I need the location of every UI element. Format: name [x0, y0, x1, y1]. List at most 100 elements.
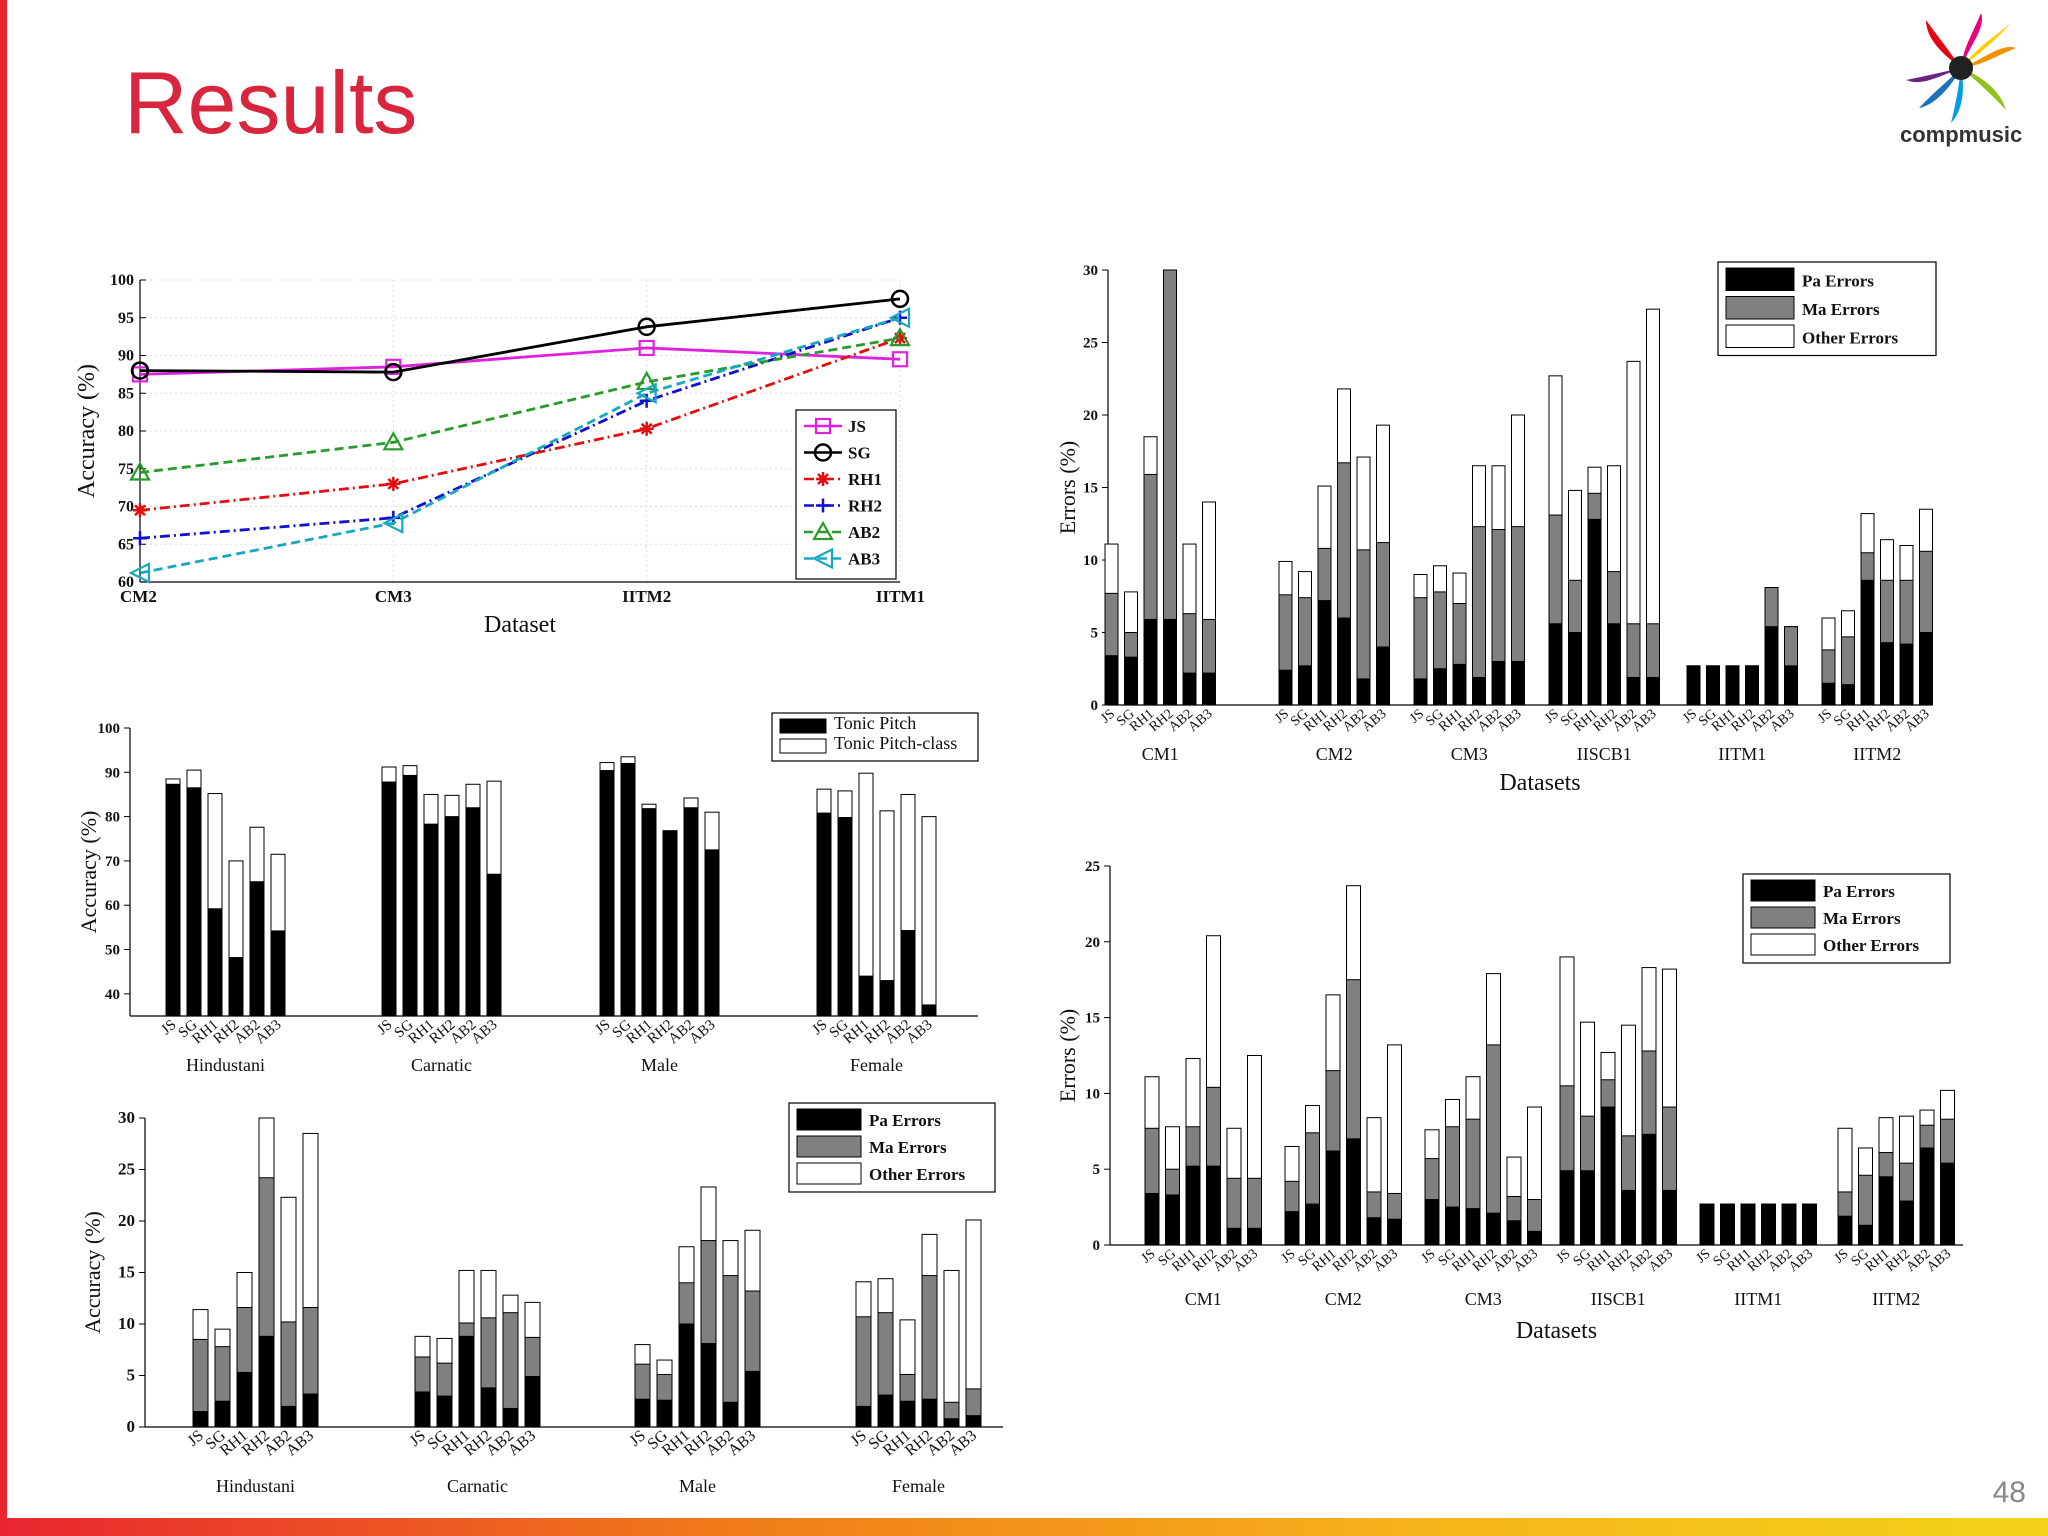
y-tick-label: 80 — [118, 423, 134, 440]
bar-tonic-pitch — [165, 783, 181, 1017]
bar-tonic-pitch — [207, 908, 223, 1017]
y-tick-label: 75 — [118, 461, 134, 478]
y-tick-label: 25 — [1083, 336, 1098, 352]
series-line-ab2 — [139, 336, 901, 474]
bar-pa-errors — [1376, 646, 1390, 706]
bar-pa-errors — [1740, 1203, 1756, 1246]
group-label: IITM1 — [1718, 744, 1766, 764]
bar-tonic-pitch — [270, 930, 286, 1017]
y-tick-label: 60 — [118, 574, 134, 591]
compmusic-logo — [1906, 13, 2016, 123]
legend-label: Other Errors — [1823, 936, 1920, 955]
bar-label: AB3 — [1511, 1247, 1541, 1275]
bar-tonic-pitch — [683, 807, 699, 1017]
legend-swatch — [796, 1108, 862, 1131]
bar-pa-errors — [1506, 1220, 1522, 1246]
bar-tonic-pitch — [249, 881, 265, 1017]
bar-pa-errors — [1860, 579, 1875, 706]
group-label: Female — [850, 1055, 903, 1075]
bar-pa-errors — [1725, 665, 1740, 706]
bar-pa-errors — [1548, 623, 1563, 706]
group-label: CM2 — [1325, 1289, 1362, 1309]
bar-pa-errors — [1720, 1203, 1735, 1246]
bar-tonic-pitch — [704, 849, 720, 1017]
bar-tonic-pitch — [858, 975, 874, 1017]
bar-label: AB3 — [1903, 707, 1933, 735]
bar-pa-errors — [1486, 1212, 1501, 1246]
bar-tonic-pitch — [900, 929, 916, 1017]
bar-pa-errors — [1559, 1170, 1575, 1246]
bar-pa-errors — [1144, 1192, 1160, 1246]
legend-box — [795, 409, 897, 580]
bar-tonic-pitch — [486, 873, 502, 1017]
bar-pa-errors — [1165, 1194, 1180, 1246]
data-point-ab2 — [382, 431, 405, 451]
bar-label: AB3 — [253, 1017, 285, 1047]
bottom-color-band — [0, 1518, 2048, 1536]
y-tick-label: 5 — [127, 1366, 136, 1385]
bar-pa-errors — [1899, 643, 1914, 706]
y-tick-label: 10 — [1085, 1086, 1100, 1102]
x-tick-label: CM2 — [120, 587, 157, 606]
bar-pa-errors — [634, 1398, 651, 1428]
bar-tonic-pitch-class — [921, 816, 937, 1017]
bar-pa-errors — [965, 1415, 982, 1428]
data-point-rh1 — [639, 421, 654, 436]
bar-pa-errors — [236, 1371, 253, 1428]
legend-swatch — [779, 738, 827, 754]
bar-pa-errors — [1445, 1206, 1460, 1246]
bar-pa-errors — [1424, 1199, 1440, 1246]
bar-pa-errors — [258, 1335, 275, 1428]
bar-pa-errors — [1568, 632, 1582, 706]
data-point-ab3 — [128, 562, 151, 584]
bar-pa-errors — [1899, 1200, 1914, 1246]
legend-label: Ma Errors — [1823, 909, 1901, 928]
bar-pa-errors — [722, 1401, 739, 1428]
y-tick-label: 25 — [118, 1160, 135, 1179]
bar-pa-errors — [1527, 1230, 1542, 1246]
y-tick-label: 5 — [1091, 626, 1099, 642]
group-label: Hindustani — [186, 1055, 265, 1075]
bar-label: AB3 — [904, 1017, 936, 1047]
bar-tonic-pitch — [620, 762, 636, 1017]
bar-label: AB3 — [1231, 1247, 1261, 1275]
y-tick-label: 65 — [118, 536, 134, 553]
bar-pa-errors — [214, 1400, 231, 1428]
bar-pa-errors — [1919, 1147, 1935, 1246]
bar-pa-errors — [1600, 1106, 1616, 1246]
y-tick-label: 20 — [1083, 408, 1098, 424]
bar-pa-errors — [1821, 682, 1836, 706]
data-point-sg — [384, 362, 403, 382]
y-tick-label: 70 — [118, 499, 134, 516]
bar-pa-errors — [1784, 665, 1798, 706]
bar-pa-errors — [1919, 632, 1933, 706]
bar-pa-errors — [1621, 1189, 1636, 1246]
logo-text: compmusic — [1900, 122, 2023, 147]
bar-pa-errors — [192, 1411, 209, 1428]
y-axis-label: Accuracy (%) — [76, 811, 101, 934]
legend-swatch — [1750, 933, 1816, 956]
bar-tonic-pitch — [879, 980, 895, 1017]
legend-marker — [816, 472, 830, 486]
y-tick-label: 85 — [118, 385, 134, 402]
bar-pa-errors — [1433, 668, 1447, 706]
bar-pa-errors — [480, 1387, 497, 1428]
bar-tonic-pitch — [641, 808, 657, 1017]
data-point-sg — [890, 289, 910, 309]
data-point-rh1 — [133, 503, 147, 518]
group-label: CM1 — [1185, 1289, 1222, 1309]
legend-marker — [814, 417, 832, 435]
bar-tonic-pitch — [837, 817, 853, 1017]
left-accent-bar — [0, 0, 7, 1536]
bar-tonic-pitch — [599, 770, 615, 1017]
data-point-ab3 — [635, 382, 657, 405]
y-tick-label: 100 — [98, 721, 121, 737]
bar-label: AB3 — [1786, 1247, 1816, 1275]
legend-label: Ma Errors — [869, 1138, 947, 1157]
bar-pa-errors — [1346, 1138, 1361, 1246]
bar-pa-errors — [700, 1343, 717, 1428]
bar-pa-errors — [1284, 1211, 1300, 1246]
bar-tonic-pitch — [186, 787, 202, 1017]
group-label: IITM2 — [1872, 1289, 1920, 1309]
